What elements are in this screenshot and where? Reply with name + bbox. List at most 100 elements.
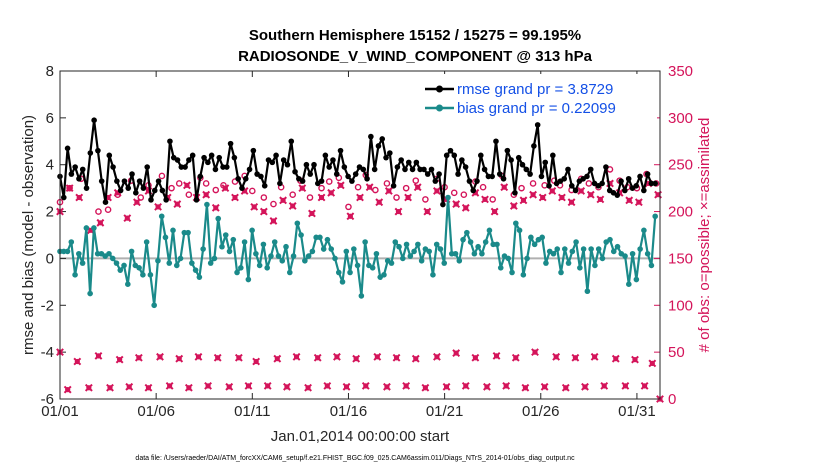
rmse-point — [193, 197, 200, 203]
obs-possible-marker — [585, 180, 593, 187]
bias-point — [264, 265, 270, 271]
obs-assimilated-marker — [84, 383, 93, 392]
rmse-point — [402, 166, 408, 173]
obs-possible-marker — [422, 196, 429, 203]
y-tick-label: -2 — [41, 297, 54, 314]
rmse-point — [504, 147, 511, 154]
bias-point — [418, 257, 425, 264]
obs-possible-marker — [402, 184, 410, 192]
obs-assimilated-marker — [144, 383, 153, 392]
obs-assimilated-marker — [577, 187, 586, 195]
legend-bias-marker — [436, 104, 443, 112]
rmse-point — [182, 164, 188, 170]
bias-point — [332, 255, 338, 262]
obs-assimilated-marker — [94, 351, 103, 360]
obs-assimilated-marker — [461, 381, 470, 390]
obs-assimilated-marker — [279, 196, 287, 205]
rmse-point — [375, 143, 382, 149]
rmse-point — [337, 147, 344, 154]
bias-point — [170, 227, 176, 234]
bias-point — [136, 265, 142, 271]
rmse-point — [383, 154, 389, 161]
rmse-point — [258, 173, 264, 180]
rmse-point — [523, 166, 530, 173]
obs-assimilated-marker — [404, 193, 412, 202]
obs-possible-marker — [460, 191, 468, 199]
obs-assimilated-marker — [586, 190, 595, 199]
rmse-point — [481, 166, 488, 173]
bias-point — [117, 267, 124, 273]
obs-possible-marker — [212, 186, 220, 194]
bias-point — [441, 260, 448, 266]
rmse-point — [364, 175, 370, 182]
obs-assimilated-marker — [221, 184, 230, 193]
obs-assimilated-marker — [234, 353, 243, 362]
bias-point — [155, 257, 161, 264]
obs-assimilated-marker — [384, 187, 393, 195]
obs-assimilated-marker — [133, 198, 141, 207]
rmse-point — [496, 171, 503, 177]
rmse-point — [133, 190, 139, 196]
bias-point — [558, 269, 564, 276]
bias-point — [452, 250, 459, 257]
obs-assimilated-marker — [352, 354, 361, 363]
bias-point — [369, 265, 376, 271]
rmse-point — [95, 147, 101, 154]
y-right-tick-label: 150 — [668, 250, 693, 267]
obs-assimilated-marker — [631, 355, 639, 364]
obs-assimilated-marker — [552, 352, 561, 361]
rmse-point — [140, 185, 147, 191]
bias-point — [275, 253, 282, 259]
rmse-point — [79, 166, 86, 173]
bias-point — [392, 239, 399, 245]
rmse-point — [618, 178, 624, 184]
bias-point — [185, 229, 191, 236]
bias-point — [347, 269, 353, 276]
bias-point — [565, 260, 572, 266]
bias-point — [222, 232, 229, 238]
bias-point — [456, 257, 463, 264]
rmse-point — [633, 183, 640, 189]
obs-assimilated-marker — [558, 193, 566, 202]
bias-point — [335, 269, 342, 276]
bias-point — [588, 246, 594, 252]
bias-point — [629, 250, 636, 257]
obs-assimilated-marker — [65, 184, 74, 193]
bias-point — [633, 276, 640, 283]
bias-point — [162, 234, 169, 241]
rmse-point — [440, 201, 446, 208]
rmse-point — [280, 157, 287, 163]
obs-assimilated-marker — [292, 352, 301, 361]
rmse-point — [227, 140, 234, 147]
obs-assimilated-marker — [204, 381, 212, 390]
bias-point — [415, 241, 421, 248]
y-tick-label: 4 — [46, 157, 54, 174]
bias-point — [460, 236, 466, 243]
obs-assimilated-marker — [640, 381, 649, 390]
obs-assimilated-marker — [346, 212, 355, 221]
obs-assimilated-marker — [561, 383, 570, 392]
bias-point — [381, 272, 387, 278]
bias-point — [177, 255, 184, 262]
rmse-point — [246, 166, 253, 173]
obs-assimilated-marker — [123, 214, 132, 223]
bias-point — [215, 215, 222, 222]
bias-point — [577, 265, 583, 271]
bias-point — [622, 253, 628, 259]
bias-point — [388, 260, 395, 266]
obs-assimilated-marker — [194, 352, 203, 361]
y-right-tick-label: 200 — [668, 204, 693, 221]
bias-point — [87, 290, 93, 297]
obs-possible-marker — [529, 180, 537, 187]
rmse-point — [390, 183, 397, 189]
rmse-point — [186, 157, 192, 163]
rmse-point — [144, 164, 150, 170]
obs-assimilated-marker — [244, 381, 253, 390]
rmse-point — [68, 171, 75, 177]
obs-assimilated-marker — [373, 352, 382, 361]
bias-point — [260, 241, 267, 248]
obs-assimilated-marker — [625, 196, 634, 205]
rmse-series — [57, 117, 658, 208]
obs-assimilated-marker — [571, 353, 580, 362]
rmse-point — [387, 150, 393, 156]
